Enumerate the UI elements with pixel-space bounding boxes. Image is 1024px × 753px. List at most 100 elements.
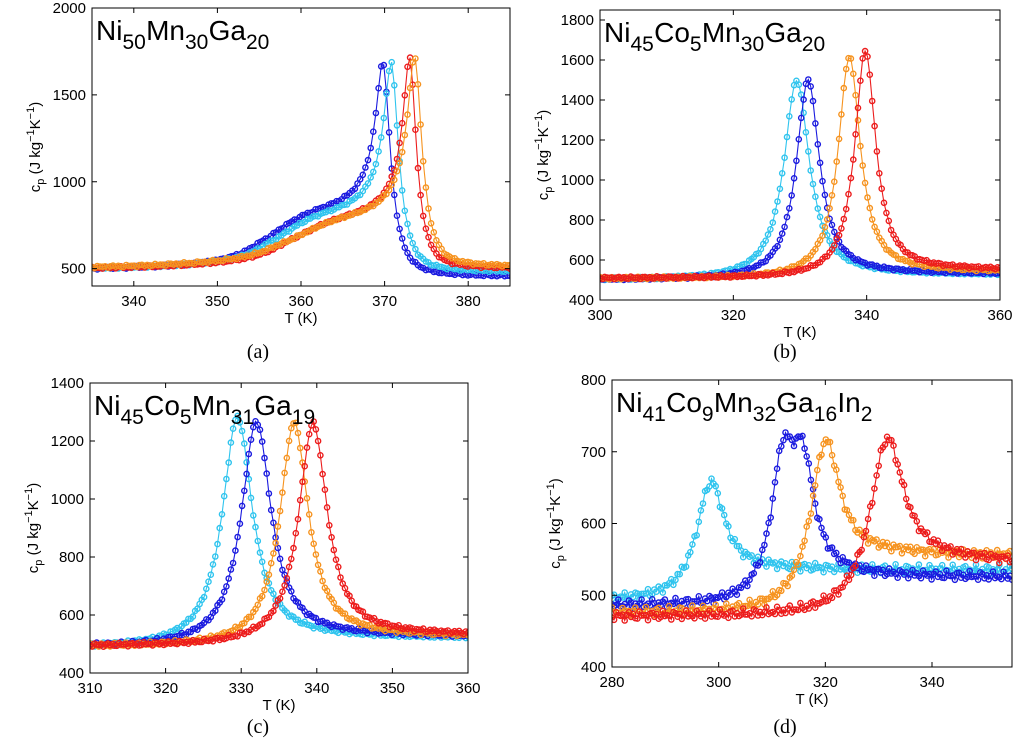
data-point: [858, 546, 866, 554]
x-axis-label: T (K): [783, 324, 816, 341]
data-point: [824, 438, 832, 446]
data-point: [404, 111, 411, 118]
data-point: [367, 174, 375, 181]
y-tick-label: 400: [581, 659, 606, 676]
data-point: [784, 582, 792, 590]
data-point: [401, 207, 409, 215]
data-point: [396, 225, 403, 233]
data-point: [189, 613, 197, 620]
data-point: [820, 568, 827, 576]
data-point: [869, 499, 876, 507]
data-point: [325, 219, 332, 226]
data-point: [790, 606, 798, 613]
data-point: [263, 470, 271, 477]
x-tick-label: 340: [854, 307, 879, 324]
data-point: [314, 437, 322, 445]
data-point: [847, 55, 855, 62]
data-point: [786, 113, 793, 120]
data-point: [258, 438, 266, 445]
data-point: [750, 570, 758, 577]
data-point: [805, 148, 812, 155]
data-point: [881, 441, 889, 448]
data-point: [828, 594, 836, 602]
data-point: [419, 212, 427, 220]
data-point: [763, 530, 770, 537]
data-point: [261, 586, 268, 594]
data-point: [380, 61, 388, 69]
data-point: [653, 588, 660, 596]
data-point: [759, 595, 766, 603]
data-point: [866, 204, 874, 212]
data-point: [868, 97, 876, 105]
series-red: [92, 54, 510, 272]
data-point: [312, 212, 319, 220]
data-point: [833, 158, 841, 165]
data-point: [847, 174, 855, 182]
data-point: [668, 575, 675, 583]
data-point: [915, 561, 923, 568]
data-point: [868, 216, 876, 223]
data-point: [790, 566, 798, 574]
data-point: [425, 233, 432, 241]
data-point: [861, 47, 869, 55]
data-point: [821, 223, 829, 231]
data-point: [216, 524, 223, 532]
series-line: [612, 435, 1012, 623]
plot-frame: [611, 379, 1013, 668]
data-point: [845, 511, 853, 519]
data-point: [223, 475, 230, 483]
data-point: [823, 216, 831, 223]
y-tick-label: 400: [569, 292, 594, 309]
data-point: [672, 576, 679, 584]
data-point: [819, 177, 826, 185]
data-point: [1008, 552, 1012, 560]
data-point: [290, 544, 297, 552]
panel-title: Ni45 Co5 Mn30 Ga20: [604, 17, 825, 56]
series-line: [90, 420, 468, 647]
y-tick-label: 500: [581, 587, 606, 604]
data-point: [828, 544, 836, 551]
data-point: [276, 595, 284, 602]
data-point: [807, 167, 815, 174]
data-point: [852, 130, 859, 138]
panel-caption: (c): [247, 716, 269, 738]
data-point: [317, 568, 324, 575]
series-line: [600, 79, 1000, 281]
series-light-blue: [612, 475, 1012, 606]
data-point: [301, 462, 309, 470]
data-point: [835, 478, 842, 486]
x-tick-label: 360: [987, 307, 1012, 324]
data-point: [279, 588, 286, 596]
data-point: [430, 228, 438, 236]
x-tick-label: 380: [456, 293, 481, 310]
data-point: [312, 551, 320, 558]
data-point: [227, 439, 235, 446]
data-point: [225, 459, 232, 466]
data-point: [341, 584, 349, 592]
data-point: [657, 613, 665, 621]
data-point: [794, 561, 802, 568]
data-point: [835, 231, 843, 239]
data-point: [390, 176, 398, 184]
data-point: [919, 546, 927, 554]
data-point: [807, 83, 815, 90]
data-point: [689, 541, 696, 548]
data-point: [638, 596, 645, 603]
data-point: [687, 548, 694, 556]
data-point: [337, 574, 344, 581]
data-point: [964, 573, 971, 581]
data-point: [419, 157, 427, 165]
data-point: [364, 180, 372, 187]
data-point: [900, 481, 908, 489]
y-tick-label: 1200: [51, 433, 84, 450]
data-point: [842, 205, 850, 213]
data-point: [741, 260, 748, 268]
data-point: [693, 532, 701, 539]
data-point: [864, 540, 872, 547]
data-point: [229, 425, 237, 433]
data-point: [879, 566, 887, 574]
data-point: [383, 90, 390, 97]
chart-panel-d: 280 300 320 340 400 500 600 700 800 T (K) cp (J kg…: [545, 372, 1013, 738]
data-point: [951, 576, 959, 584]
y-axis-label: cp (J kg−1K−1): [533, 110, 555, 200]
